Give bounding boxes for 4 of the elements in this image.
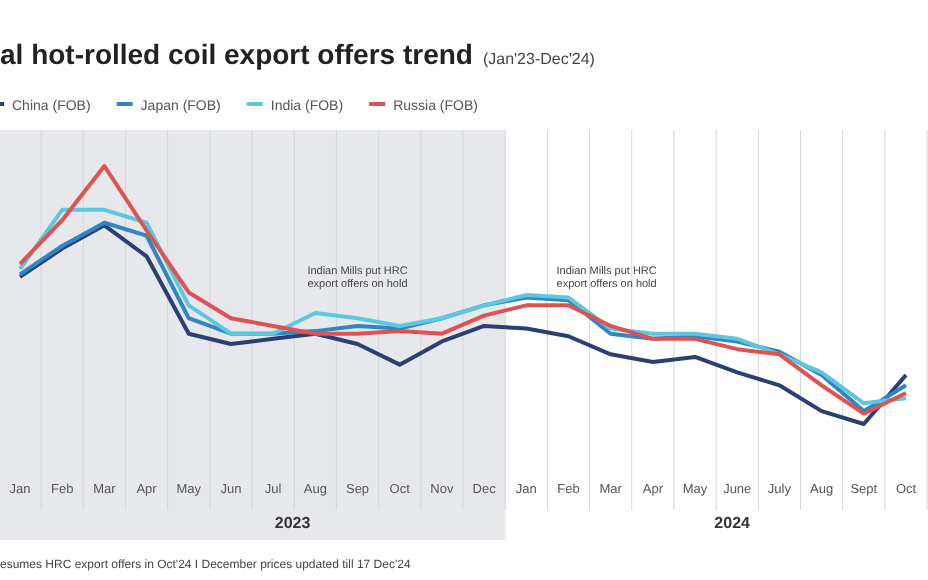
text: 2024 [714,514,752,532]
chart-title: al hot-rolled coil export offers trend [0,38,473,70]
band-label: 2023 [274,514,312,532]
chart-subtitle: (Jan'23-Dec'24) [482,50,596,68]
